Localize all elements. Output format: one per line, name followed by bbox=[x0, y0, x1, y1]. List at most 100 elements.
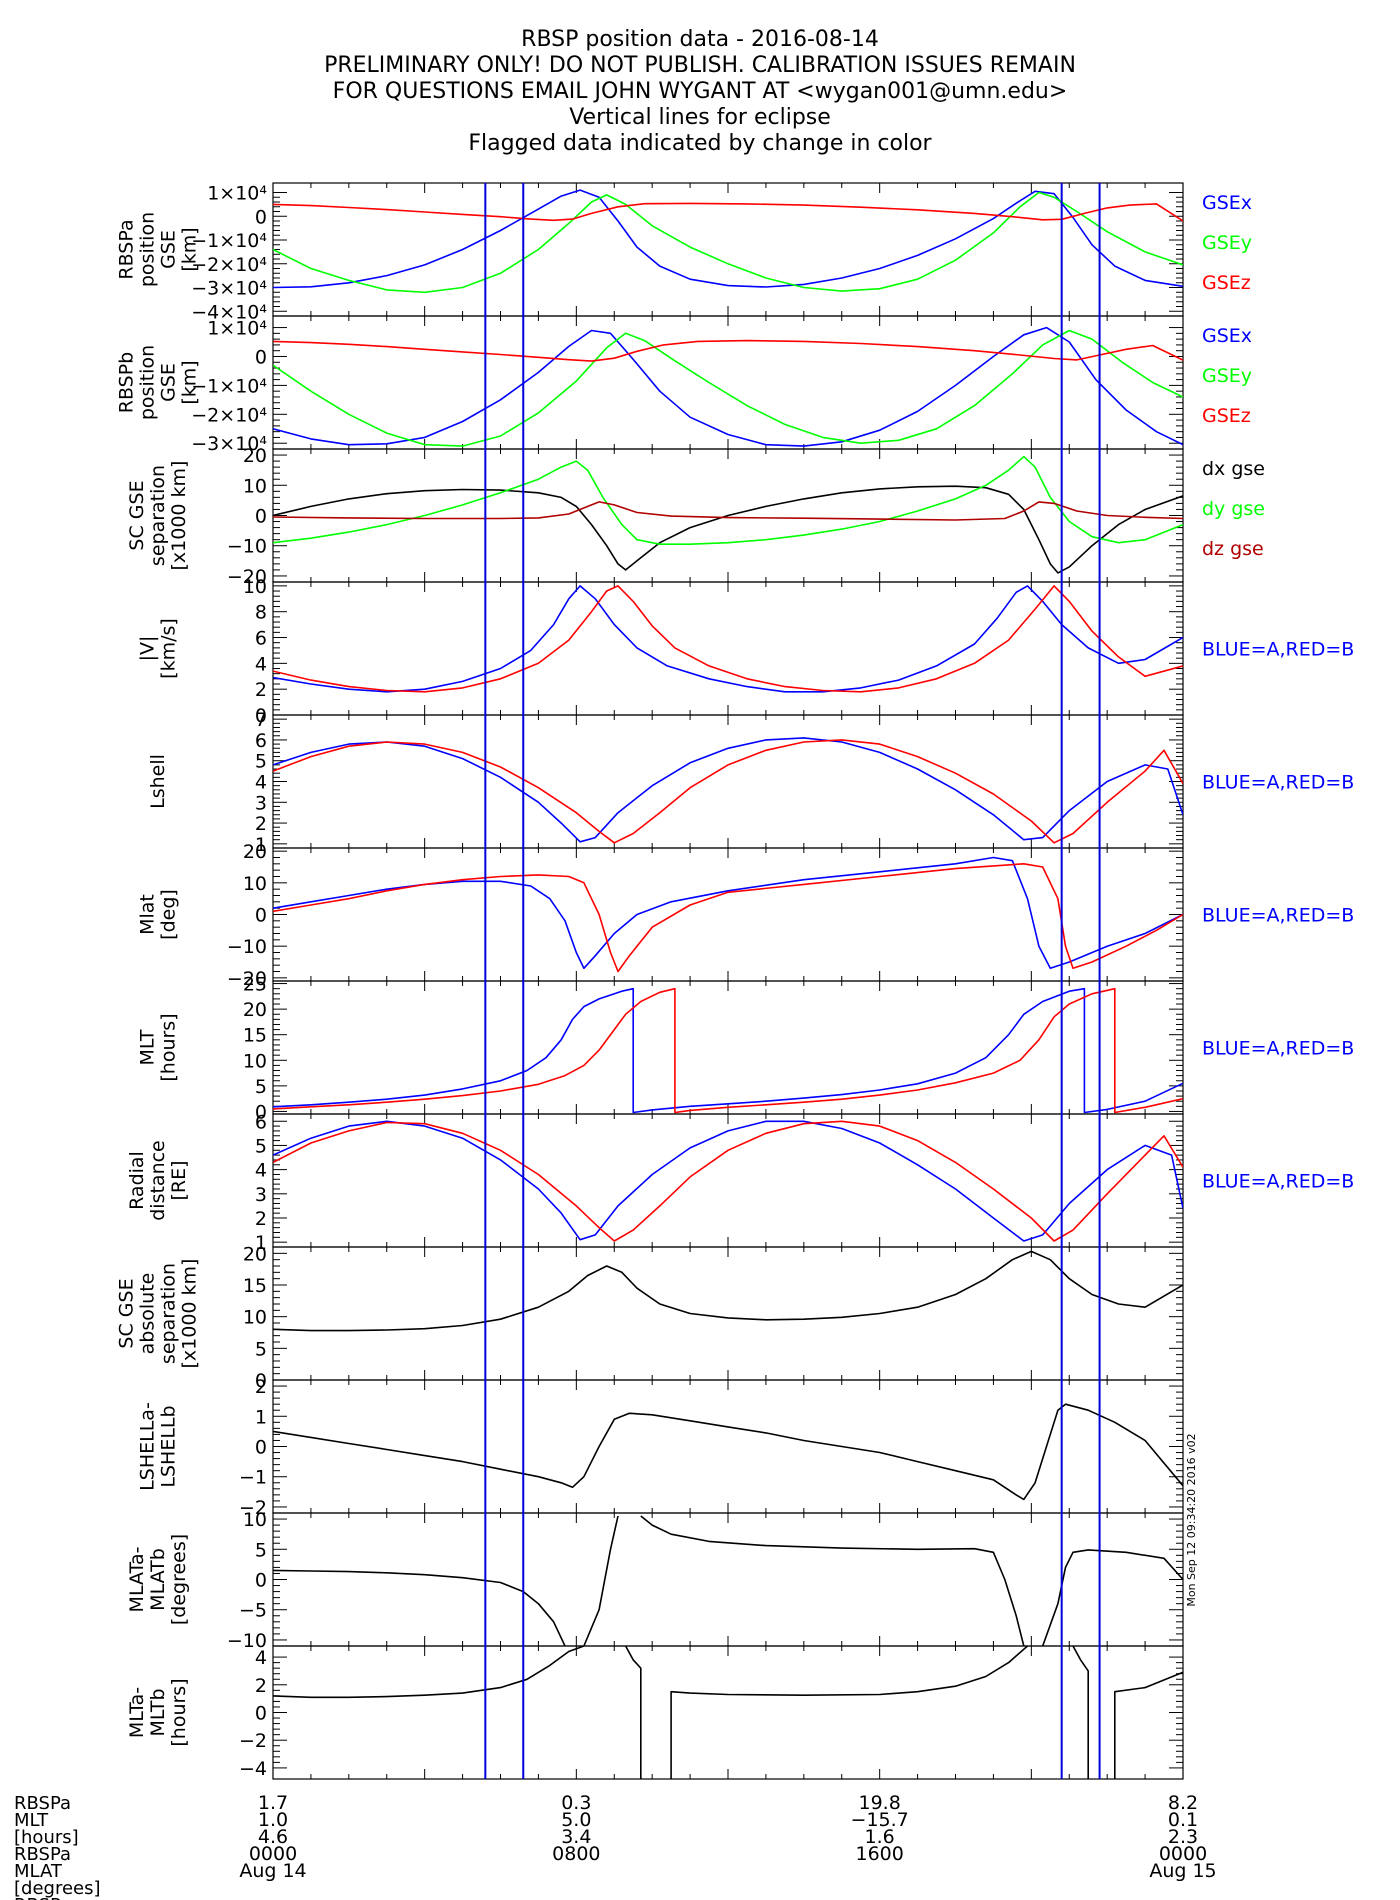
series-line-blue bbox=[273, 326, 1183, 447]
legend-entry: GSEx bbox=[1202, 325, 1252, 347]
series-line-black bbox=[273, 1403, 1183, 1501]
y-tick-label: 6 bbox=[255, 1111, 267, 1133]
legend-entry: BLUE=A,RED=B bbox=[1202, 1171, 1354, 1193]
series-line-blue bbox=[273, 585, 1183, 693]
x-axis-row-label: [hours] bbox=[14, 1827, 79, 1848]
series-line-red bbox=[273, 739, 1183, 844]
y-axis-label: [deg] bbox=[158, 889, 180, 940]
panel-mlat-diff: 10 5 0 −5 −10 MLATa- MLATb [degrees] bbox=[126, 1509, 1184, 1652]
panel-frame bbox=[272, 1512, 1184, 1647]
y-axis-label: [km] bbox=[179, 227, 201, 271]
panel-frame bbox=[272, 980, 1184, 1115]
y-axis-label: LSHELLb bbox=[158, 1405, 180, 1487]
y-tick-label: −2×10⁴ bbox=[191, 404, 267, 426]
y-tick-label: 4 bbox=[255, 653, 267, 675]
series-line-black bbox=[640, 1515, 1025, 1646]
series-line-black bbox=[1072, 1646, 1089, 1779]
y-tick-label: 3 bbox=[255, 792, 267, 814]
y-axis-label: position bbox=[137, 345, 159, 420]
y-tick-label: −1 bbox=[239, 1467, 267, 1489]
panel-mlt-diff: 4 2 0 −2 −4 MLTa- MLTb [hours] bbox=[126, 1645, 1184, 1780]
y-tick-label: 10 bbox=[243, 1050, 267, 1072]
legend-entry: GSEx bbox=[1202, 192, 1252, 214]
legend-entry: dx gse bbox=[1202, 458, 1265, 480]
y-tick-label: 20 bbox=[243, 1243, 267, 1265]
x-tick-label: 1.7 bbox=[258, 1792, 288, 1814]
panel-abs-separation: 20 15 10 5 0 SC GSE absolute separation [x1000 k… bbox=[116, 1243, 1184, 1392]
x-tick-label: 0.1 bbox=[1168, 1809, 1198, 1831]
y-axis-label: MLTa- bbox=[126, 1687, 148, 1738]
y-tick-label: 2 bbox=[255, 679, 267, 701]
y-tick-label: 5 bbox=[255, 751, 267, 773]
y-tick-label: 10 bbox=[243, 873, 267, 895]
legend-entry: dz gse bbox=[1202, 538, 1264, 560]
x-tick-label: −15.7 bbox=[851, 1809, 909, 1831]
y-axis-label: [km/s] bbox=[158, 618, 180, 679]
x-tick-label: Aug 15 bbox=[1149, 1860, 1216, 1882]
y-axis-label: SC GSE bbox=[116, 1278, 138, 1348]
y-axis-label: LSHELLa- bbox=[137, 1402, 159, 1491]
panel-frame bbox=[272, 1113, 1184, 1248]
panel-velocity: 10 8 6 4 2 0 |V| [km/s] BLUE=A,RED=B bbox=[137, 576, 1355, 727]
y-tick-label: 4 bbox=[255, 772, 267, 794]
y-tick-label: 0 bbox=[255, 506, 267, 528]
y-tick-label: 20 bbox=[243, 999, 267, 1021]
x-tick-label: 8.2 bbox=[1168, 1792, 1198, 1814]
y-tick-label: 2 bbox=[255, 1376, 267, 1398]
x-tick-label: 0800 bbox=[552, 1843, 600, 1865]
y-tick-label: −20 bbox=[227, 566, 267, 588]
y-tick-label: 1×10⁴ bbox=[207, 318, 267, 340]
y-tick-label: 5 bbox=[255, 1076, 267, 1098]
title-line: Flagged data indicated by change in colo… bbox=[468, 131, 932, 156]
legend-entry: BLUE=A,RED=B bbox=[1202, 639, 1354, 661]
series-line-red bbox=[273, 987, 1183, 1114]
y-tick-label: 0 bbox=[255, 346, 267, 368]
y-axis-label: GSE bbox=[158, 230, 180, 269]
y-tick-label: 4 bbox=[255, 1647, 267, 1669]
panel-frame bbox=[272, 1246, 1184, 1381]
y-axis-label: Mlat bbox=[137, 894, 159, 935]
series-line-blue bbox=[273, 856, 1183, 970]
y-tick-label: −2 bbox=[239, 1497, 267, 1519]
legend-entry: GSEy bbox=[1202, 232, 1252, 254]
y-tick-label: 15 bbox=[243, 1275, 267, 1297]
y-tick-label: 2 bbox=[255, 1675, 267, 1697]
y-axis-label: [hours] bbox=[158, 1013, 180, 1081]
x-axis-row-label: MLAT bbox=[14, 1861, 63, 1882]
y-axis-label: separation bbox=[147, 465, 169, 566]
series-line-red bbox=[273, 202, 1183, 222]
legend-entry: GSEz bbox=[1202, 405, 1251, 427]
x-axis-row-label: RBSP bbox=[14, 1895, 61, 1900]
y-axis-label: |V| bbox=[137, 636, 159, 662]
y-axis-label: Lshell bbox=[147, 754, 169, 809]
title-line: Vertical lines for eclipse bbox=[569, 105, 831, 130]
series-line-black bbox=[273, 485, 1183, 574]
x-tick-label: 1.0 bbox=[258, 1809, 288, 1831]
y-tick-label: 20 bbox=[243, 445, 267, 467]
y-tick-label: 0 bbox=[255, 1437, 267, 1459]
y-tick-label: 7 bbox=[255, 709, 267, 731]
y-tick-label: −1×10⁴ bbox=[191, 375, 267, 397]
y-tick-label: 5 bbox=[255, 1338, 267, 1360]
y-axis-label: Radial bbox=[126, 1151, 148, 1210]
x-tick-label: 1.6 bbox=[865, 1826, 895, 1848]
y-tick-label: −4 bbox=[239, 1758, 267, 1780]
y-tick-label: −2 bbox=[239, 1730, 267, 1752]
y-tick-label: −10 bbox=[227, 536, 267, 558]
y-tick-label: −3×10⁴ bbox=[191, 433, 267, 455]
title-line: FOR QUESTIONS EMAIL JOHN WYGANT AT <wyga… bbox=[332, 79, 1068, 104]
y-axis-label: GSE bbox=[158, 363, 180, 402]
y-tick-label: 1 bbox=[255, 1406, 267, 1428]
y-tick-label: −5 bbox=[239, 1600, 267, 1622]
series-line-red bbox=[273, 339, 1183, 362]
x-axis-row-label: RBSPa bbox=[14, 1793, 71, 1814]
x-tick-label: 5.0 bbox=[561, 1809, 591, 1831]
x-tick-label: 4.6 bbox=[258, 1826, 288, 1848]
panel-frame bbox=[272, 714, 1184, 849]
y-tick-label: 10 bbox=[243, 576, 267, 598]
y-tick-label: 2 bbox=[255, 813, 267, 835]
